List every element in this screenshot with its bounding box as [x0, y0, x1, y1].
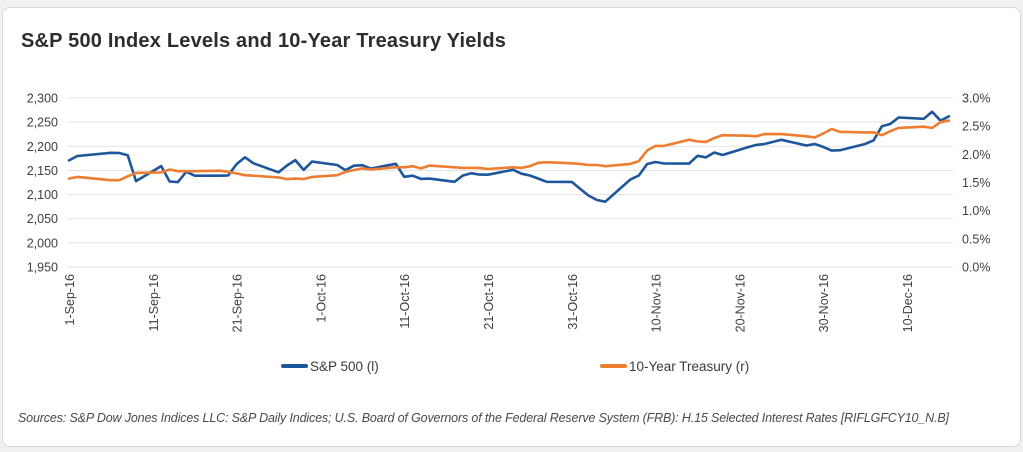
- x-axis-tick-label: 1-Sep-16: [63, 274, 77, 325]
- left-axis-tick-label: 2,300: [27, 92, 58, 106]
- right-axis-tick-label: 2.0%: [962, 148, 991, 162]
- right-axis-tick-label: 2.5%: [962, 120, 991, 134]
- right-axis-tick-label: 1.5%: [962, 176, 991, 190]
- x-axis-tick-label: 21-Oct-16: [482, 274, 496, 330]
- legend-label-treasury: 10-Year Treasury (r): [629, 358, 750, 374]
- sp500-line: [67, 110, 951, 203]
- right-axis-tick-label: 1.0%: [962, 204, 991, 218]
- right-axis-tick-label: 3.0%: [962, 92, 991, 106]
- x-axis-tick-label: 30-Nov-16: [817, 274, 831, 332]
- x-axis-tick-label: 1-Oct-16: [314, 274, 328, 323]
- x-axis-tick-label: 31-Oct-16: [566, 274, 580, 330]
- left-axis-tick-label: 2,050: [27, 212, 58, 226]
- legend-item-sp500: S&P 500 (l): [281, 357, 379, 375]
- chart-legend: S&P 500 (l) 10-Year Treasury (r): [0, 357, 1023, 375]
- left-axis-tick-label: 2,200: [27, 140, 58, 154]
- sources-note: Sources: S&P Dow Jones Indices LLC: S&P …: [18, 411, 949, 425]
- x-axis-tick-label: 11-Oct-16: [398, 274, 412, 329]
- left-axis-tick-label: 2,250: [27, 116, 58, 130]
- x-axis-tick-label: 20-Nov-16: [733, 274, 747, 332]
- sp500-line-swatch: [281, 364, 308, 368]
- chart-title: S&P 500 Index Levels and 10-Year Treasur…: [21, 30, 507, 52]
- left-axis-tick-label: 1,950: [27, 261, 58, 275]
- chart-card: [2, 7, 1021, 447]
- right-axis-tick-label: 0.5%: [962, 232, 991, 246]
- x-axis-tick-label: 11-Sep-16: [147, 274, 161, 331]
- left-axis-tick-label: 2,150: [27, 164, 58, 178]
- left-axis-tick-label: 2,000: [27, 236, 58, 250]
- treasury-line: [67, 119, 951, 182]
- left-axis-tick-label: 2,100: [27, 188, 58, 202]
- x-axis-tick-label: 10-Dec-16: [901, 274, 915, 332]
- legend-label-sp500: S&P 500 (l): [310, 358, 379, 374]
- treasury-line-swatch: [600, 364, 627, 368]
- x-axis-tick-label: 21-Sep-16: [231, 274, 245, 332]
- legend-item-treasury: 10-Year Treasury (r): [600, 357, 749, 375]
- right-axis-tick-label: 0.0%: [962, 261, 991, 275]
- x-axis-tick-label: 10-Nov-16: [650, 274, 664, 332]
